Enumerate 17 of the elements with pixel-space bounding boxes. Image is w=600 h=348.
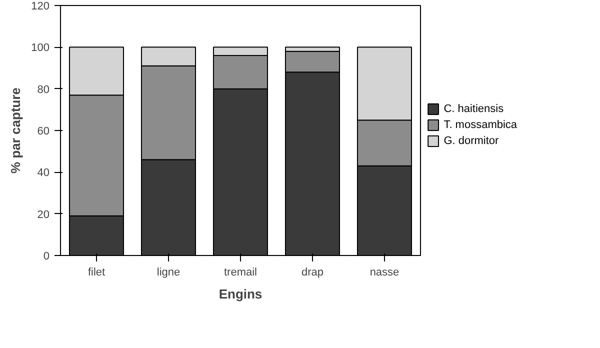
legend-label: G. dormitor [444, 135, 500, 148]
x-axis-title: Engins [218, 286, 262, 302]
y-tick-label: 120 [31, 0, 50, 12]
y-tick-label: 80 [37, 84, 50, 96]
x-tick-label: filet [88, 266, 106, 278]
x-tick-label: tremail [224, 266, 258, 278]
x-tick-label: drap [301, 266, 324, 278]
y-tick-label: 0 [43, 250, 50, 262]
y-tick-label: 60 [37, 126, 50, 138]
y-tick-label: 100 [31, 42, 50, 54]
legend-label: T. mossambica [444, 119, 518, 132]
y-axis-title: % par capture [8, 88, 24, 174]
x-tick-label: ligne [156, 266, 180, 278]
y-tick-label: 20 [37, 208, 50, 221]
y-tick-label: 40 [37, 167, 50, 180]
x-tick-label: nasse [370, 266, 400, 278]
legend-label: C. haitiensis [444, 103, 504, 116]
